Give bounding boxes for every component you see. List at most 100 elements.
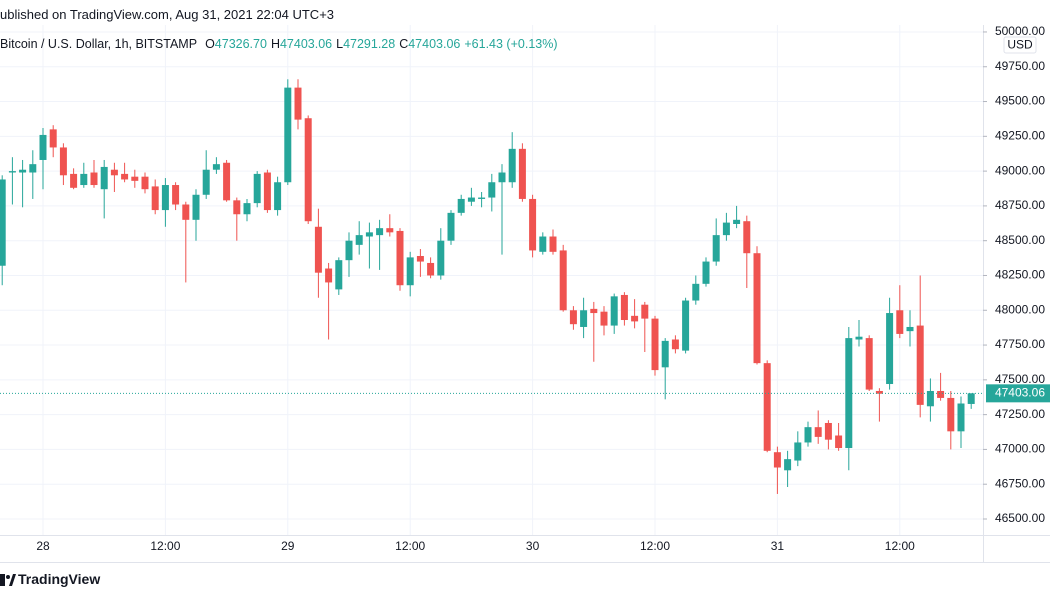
candle-body xyxy=(488,182,496,198)
candle-body xyxy=(202,169,210,195)
y-tick-label: 47250.00 xyxy=(995,407,1045,421)
candle-body xyxy=(182,204,190,220)
candle xyxy=(835,422,843,451)
candle-body xyxy=(794,442,802,461)
candle-body xyxy=(212,164,220,170)
candle-body xyxy=(345,240,353,261)
x-tick-label: 12:00 xyxy=(885,539,915,553)
candle xyxy=(70,168,78,190)
candle xyxy=(692,275,700,305)
candle xyxy=(355,221,363,255)
candle xyxy=(518,143,526,202)
candle-body xyxy=(437,240,445,276)
candle xyxy=(314,208,322,298)
candle-body xyxy=(539,236,547,252)
candle-body xyxy=(865,338,873,390)
candle xyxy=(192,189,200,241)
y-tick-label: 48000.00 xyxy=(995,302,1045,316)
candle-body xyxy=(376,228,384,236)
candle xyxy=(937,372,945,401)
candle xyxy=(855,320,863,347)
candle-body xyxy=(100,166,108,190)
candle-body xyxy=(284,87,292,183)
y-tick-label: 47750.00 xyxy=(995,337,1045,351)
candle-body xyxy=(559,250,567,311)
brand-logo xyxy=(0,574,16,586)
candle xyxy=(773,446,781,494)
candle xyxy=(457,194,465,216)
candle-body xyxy=(875,390,883,394)
candle xyxy=(590,301,598,362)
candle-body xyxy=(824,422,832,440)
x-tick-label: 31 xyxy=(771,539,785,553)
candle-body xyxy=(926,390,934,407)
candle-body xyxy=(365,232,373,237)
candle xyxy=(529,194,537,258)
candle xyxy=(223,159,231,202)
candle-body xyxy=(937,390,945,398)
candle xyxy=(845,326,853,471)
y-tick-label: 48750.00 xyxy=(995,198,1045,212)
candle xyxy=(651,315,659,376)
candle xyxy=(8,157,16,205)
candle xyxy=(610,293,618,334)
candle xyxy=(753,246,761,365)
candle xyxy=(243,198,251,222)
candle xyxy=(508,132,516,188)
candle-body xyxy=(386,228,394,233)
x-tick-label: 30 xyxy=(526,539,540,553)
candle xyxy=(19,159,27,208)
candle xyxy=(569,306,577,330)
candle-body xyxy=(631,315,639,322)
y-tick-label: 48500.00 xyxy=(995,233,1045,247)
candle xyxy=(539,232,547,255)
candle xyxy=(427,257,435,279)
candle xyxy=(396,228,404,291)
candle-body xyxy=(692,283,700,301)
x-tick-label: 29 xyxy=(281,539,295,553)
candle-body xyxy=(733,219,741,224)
candle xyxy=(406,251,414,297)
candle-body xyxy=(804,427,812,443)
candle-body xyxy=(335,260,343,290)
brand: TradingView xyxy=(18,571,101,587)
candle-body xyxy=(325,268,333,283)
candle-body xyxy=(110,169,118,176)
candle-body xyxy=(151,186,159,211)
y-tick-label: 48250.00 xyxy=(995,268,1045,282)
candle xyxy=(712,218,720,266)
candle-body xyxy=(406,257,414,286)
candle-body xyxy=(671,339,679,350)
candle xyxy=(376,219,384,270)
candle-body xyxy=(702,261,710,284)
legend-key: L xyxy=(336,37,344,51)
candle xyxy=(253,171,261,208)
candle xyxy=(631,299,639,329)
candle-body xyxy=(906,326,914,332)
candle xyxy=(233,197,241,241)
y-tick-label: 50000.00 xyxy=(995,24,1045,38)
candle xyxy=(784,450,792,487)
candle-body xyxy=(886,313,894,385)
candle-body xyxy=(947,397,955,432)
symbol-legend: Bitcoin / U.S. Dollar, 1h, BITSTAMP O4732… xyxy=(0,37,562,51)
candle xyxy=(916,275,924,418)
candle xyxy=(202,150,210,199)
y-tick-label: 47000.00 xyxy=(995,442,1045,456)
candle-body xyxy=(916,325,924,405)
candle xyxy=(906,310,914,347)
candle-body xyxy=(253,173,261,204)
last-price-box xyxy=(986,384,1050,403)
candle-body xyxy=(518,148,526,199)
candle-body xyxy=(682,300,690,351)
x-tick-label: 12:00 xyxy=(395,539,425,553)
candle-body xyxy=(243,203,251,215)
candle xyxy=(365,222,373,269)
y-tick-label: 46750.00 xyxy=(995,476,1045,490)
y-tick-label: 47500.00 xyxy=(995,372,1045,386)
candle xyxy=(671,335,679,354)
candle xyxy=(661,338,669,400)
candle xyxy=(110,162,118,192)
